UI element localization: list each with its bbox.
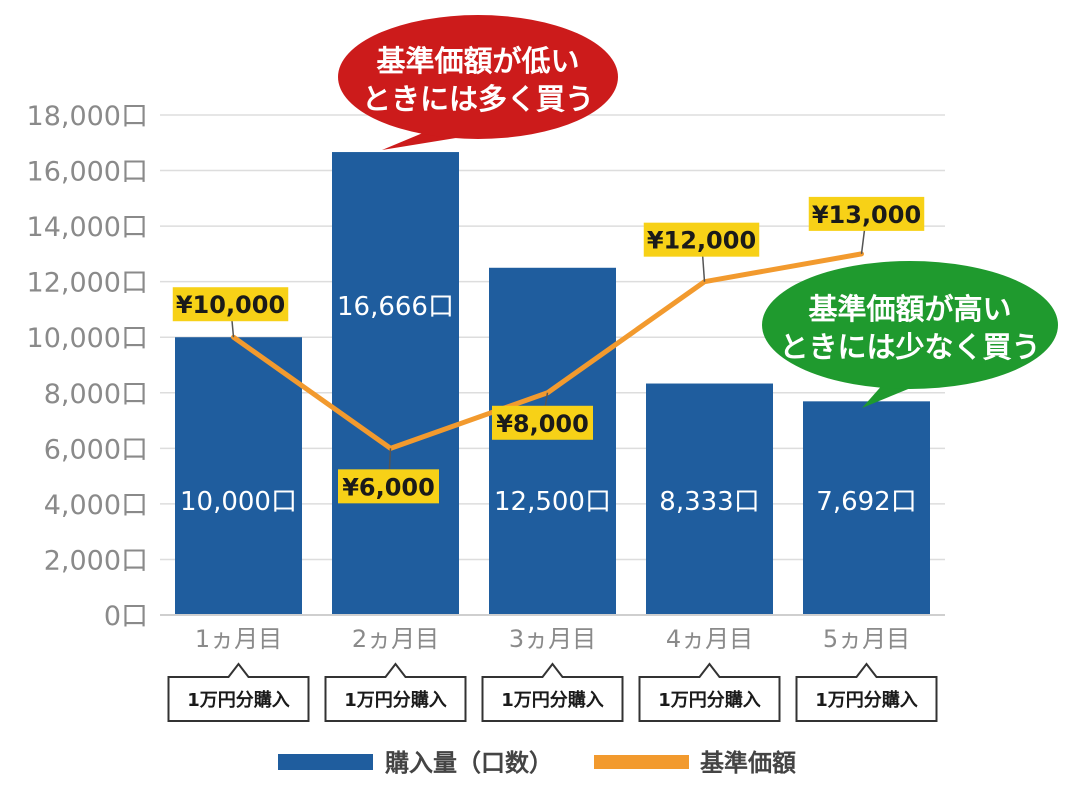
price-label: ¥12,000 [647,227,756,255]
bubble-text: 基準価額が低い [376,44,579,78]
purchase-note: 1万円分購入 [658,689,761,711]
purchase-callout [638,662,781,722]
bar-value-label: 16,666口 [337,292,454,322]
bar [489,267,616,615]
bar [646,383,773,615]
y-tick-label: 6,000口 [44,434,148,465]
bar-value-label: 7,692口 [816,487,916,517]
y-tick-label: 4,000口 [44,490,148,521]
legend-label-line: 基準価額 [700,749,796,777]
price-tag-box [172,287,289,322]
x-category-label: 2ヵ月目 [352,625,439,653]
y-tick-label: 2,000口 [44,545,148,576]
bubble-text: ときには多く買う [362,82,594,116]
bubble-body [762,261,1058,389]
legend-label-bar: 購入量（口数） [385,749,553,777]
purchase-note: 1万円分購入 [501,689,604,711]
x-category-label: 3ヵ月目 [509,625,596,653]
purchase-callout [324,662,467,722]
bubble-text: ときには少なく買う [779,330,1040,364]
x-category-label: 1ヵ月目 [195,625,282,653]
purchase-note: 1万円分購入 [187,689,290,711]
price-label: ¥13,000 [812,201,921,229]
price-tag-box [643,222,760,257]
y-tick-label: 0口 [104,601,148,632]
price-tag-box [808,196,925,231]
bar-value-label: 8,333口 [659,487,759,517]
purchase-callout [167,662,310,722]
price-tag-box [338,469,439,504]
legend-swatch-line [594,755,689,769]
y-tick-label: 14,000口 [27,212,148,243]
purchase-note: 1万円分購入 [344,689,447,711]
x-category-label: 5ヵ月目 [823,625,910,653]
purchase-note: 1万円分購入 [815,689,918,711]
price-label: ¥10,000 [176,291,285,319]
bubble-text: 基準価額が高い [808,292,1011,326]
price-label: ¥8,000 [496,410,589,438]
bar [175,337,302,615]
y-tick-label: 10,000口 [27,323,148,354]
y-tick-label: 8,000口 [44,379,148,410]
bar [803,401,930,615]
y-tick-label: 16,000口 [27,157,148,188]
bar-value-label: 10,000口 [180,487,297,517]
bar [332,152,459,616]
price-tag-box [492,405,593,440]
x-category-label: 4ヵ月目 [666,625,753,653]
bubble-body [338,15,618,139]
price-label: ¥6,000 [342,473,435,501]
legend-swatch-bar [278,754,373,770]
purchase-callout [795,662,938,722]
bar-value-label: 12,500口 [494,487,611,517]
purchase-callout [481,662,624,722]
y-tick-label: 12,000口 [27,268,148,299]
y-tick-label: 18,000口 [27,101,148,132]
